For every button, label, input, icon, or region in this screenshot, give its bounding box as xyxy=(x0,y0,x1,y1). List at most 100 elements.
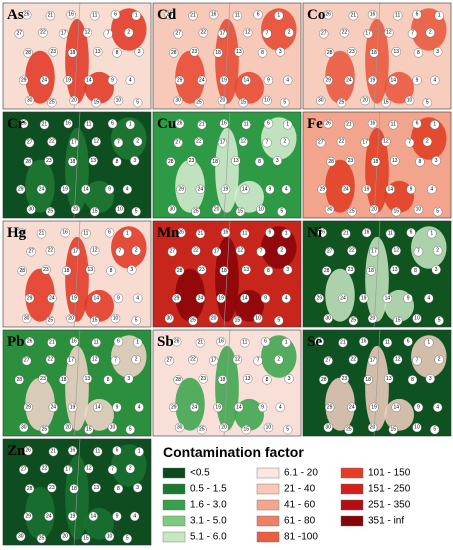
site-label: 1 xyxy=(129,122,132,128)
sample-site: 5 xyxy=(132,97,143,108)
site-label: 9 xyxy=(116,513,119,519)
site-label: 28 xyxy=(324,268,330,274)
site-marker xyxy=(217,375,228,385)
sample-site: 23 xyxy=(47,483,57,493)
site-marker xyxy=(88,156,98,166)
legend-swatch xyxy=(340,467,364,479)
sample-site: 15 xyxy=(388,424,398,435)
site-label: 26 xyxy=(319,230,325,236)
element-label: Co xyxy=(307,7,325,23)
sample-site: 27 xyxy=(21,356,32,366)
sample-site: 3 xyxy=(425,374,435,384)
sample-site: 15 xyxy=(393,315,403,326)
sample-site: 3 xyxy=(284,374,294,384)
sample-site: 30 xyxy=(26,204,36,215)
sample-site: 12 xyxy=(82,27,93,38)
site-marker xyxy=(384,27,394,38)
site-label: 13 xyxy=(392,158,398,164)
site-label: 28 xyxy=(168,159,174,165)
sample-site: 13 xyxy=(85,265,96,275)
site-label: 18 xyxy=(71,486,77,492)
site-label: 29 xyxy=(25,513,31,519)
site-marker xyxy=(112,48,122,58)
site-label: 29 xyxy=(21,77,27,83)
site-marker xyxy=(219,266,229,276)
sample-site: 16 xyxy=(208,9,219,20)
site-marker xyxy=(211,247,222,257)
site-label: 4 xyxy=(126,186,129,192)
map-panel: 1234567891011121314151617181920212223242… xyxy=(303,3,451,109)
site-label: 16 xyxy=(211,12,217,18)
site-marker xyxy=(282,265,293,275)
site-marker xyxy=(189,47,200,57)
site-label: 26 xyxy=(177,121,183,127)
site-marker xyxy=(58,375,69,385)
site-marker xyxy=(107,75,118,86)
sample-site: 28 xyxy=(14,375,24,385)
site-label: 3 xyxy=(127,376,130,382)
site-label: 18 xyxy=(220,377,226,383)
legend-label: 101 - 150 xyxy=(368,468,411,479)
site-marker xyxy=(91,483,101,493)
site-label: 15 xyxy=(83,536,89,542)
sample-site: 7 xyxy=(113,138,124,148)
sample-site: 8 xyxy=(415,157,425,167)
sample-site: 24 xyxy=(341,184,351,195)
site-label: 30 xyxy=(28,207,34,213)
site-label: 2 xyxy=(288,30,291,36)
site-marker xyxy=(232,315,243,326)
site-label: 30 xyxy=(177,425,183,431)
site-marker xyxy=(173,138,183,148)
site-label: 28 xyxy=(27,486,33,492)
site-marker xyxy=(131,354,141,365)
site-label: 30 xyxy=(21,425,27,431)
site-label: 19 xyxy=(70,404,76,410)
site-label: 26 xyxy=(166,12,172,18)
sample-site: 6 xyxy=(263,118,274,129)
site-label: 7 xyxy=(260,249,263,255)
site-label: 2 xyxy=(436,248,439,254)
sample-site: 6 xyxy=(112,445,122,456)
site-marker xyxy=(393,315,403,326)
sample-site: 26 xyxy=(323,9,333,20)
site-marker xyxy=(67,402,78,413)
sample-site: 7 xyxy=(110,356,121,366)
site-marker xyxy=(69,293,79,304)
sample-site: 1 xyxy=(132,338,143,348)
sample-site: 16 xyxy=(67,445,78,456)
site-marker xyxy=(275,402,285,413)
sample-site: 5 xyxy=(430,424,440,435)
site-label: 7 xyxy=(266,140,269,146)
site-label: 3 xyxy=(436,49,439,55)
site-label: 27 xyxy=(175,31,181,37)
sample-site: 30 xyxy=(173,95,183,106)
site-label: 4 xyxy=(430,186,433,192)
site-marker xyxy=(23,48,33,58)
site-marker xyxy=(88,511,98,522)
site-marker xyxy=(81,184,91,195)
site-label: 7 xyxy=(114,358,117,364)
site-label: 21 xyxy=(198,340,204,346)
site-marker xyxy=(16,184,26,195)
sample-site: 22 xyxy=(39,463,50,474)
site-marker xyxy=(412,9,422,20)
site-label: 15 xyxy=(393,209,399,215)
site-label: 30 xyxy=(325,316,331,322)
site-marker xyxy=(21,356,32,366)
site-marker xyxy=(173,375,183,385)
map-panel: 1234567891011121314151617181920212223242… xyxy=(153,112,301,218)
site-label: 22 xyxy=(190,357,196,363)
sample-site: 3 xyxy=(124,374,134,384)
site-label: 20 xyxy=(62,534,68,540)
site-label: 28 xyxy=(177,268,183,274)
site-label: 11 xyxy=(395,13,400,19)
sample-site: 30 xyxy=(323,422,333,433)
sample-site: 21 xyxy=(188,11,198,21)
sample-site: 21 xyxy=(45,11,56,21)
site-marker xyxy=(171,336,182,347)
site-label: 16 xyxy=(70,448,76,454)
site-label: 8 xyxy=(261,50,264,56)
sample-site: 29 xyxy=(176,184,186,195)
site-label: 12 xyxy=(245,30,251,36)
sample-site: 16 xyxy=(220,227,231,238)
